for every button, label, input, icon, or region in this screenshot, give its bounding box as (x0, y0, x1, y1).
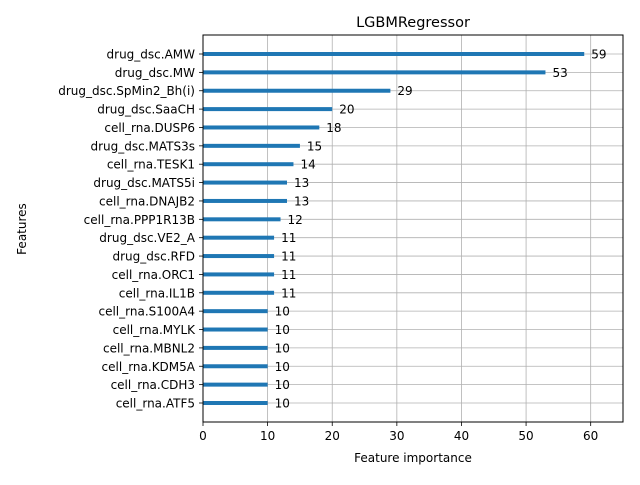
bar (203, 88, 391, 93)
bar (203, 180, 287, 185)
bar-value-label: 20 (339, 103, 354, 117)
bar-value-label: 10 (275, 323, 290, 337)
bar-value-label: 15 (307, 139, 322, 153)
y-tick-label: cell_rna.TESK1 (107, 158, 195, 172)
bar (203, 162, 294, 167)
bar (203, 70, 546, 75)
bar-value-label: 10 (275, 378, 290, 392)
chart-title: LGBMRegressor (356, 15, 470, 31)
bar (203, 198, 287, 203)
y-tick-label: cell_rna.DNAJB2 (99, 194, 195, 208)
x-tick-label: 60 (583, 429, 598, 443)
bar (203, 345, 268, 350)
y-tick-label: drug_dsc.MATS3s (90, 139, 195, 153)
y-tick-label: cell_rna.KDM5A (102, 360, 196, 374)
bar-value-label: 10 (275, 305, 290, 319)
bar-value-label: 59 (591, 48, 606, 62)
y-tick-label: cell_rna.PPP1R13B (84, 213, 195, 227)
bar-value-labels: 59 53 29 20 18 15 14 13 13 12 11 11 11 11 10 10 10 10 10 10 (275, 48, 607, 411)
y-axis-ticks: drug_dsc.AMW drug_dsc.MW drug_dsc.SpMin2_B… (58, 48, 203, 411)
y-tick-label: drug_dsc.SpMin2_Bh(i) (58, 84, 195, 98)
x-tick-label: 20 (325, 429, 340, 443)
x-tick-label: 40 (454, 429, 469, 443)
bars (203, 52, 585, 405)
bar (203, 401, 268, 405)
bar-value-label: 11 (281, 268, 296, 282)
bar-value-label: 11 (281, 286, 296, 300)
x-tick-label: 50 (518, 429, 533, 443)
bar-value-label: 13 (294, 194, 309, 208)
y-tick-label: drug_dsc.SaaCH (97, 103, 195, 117)
bar-value-label: 14 (300, 158, 315, 172)
bar (203, 364, 268, 369)
y-tick-label: drug_dsc.VE2_A (99, 231, 195, 245)
bar (203, 382, 268, 387)
y-tick-label: cell_rna.DUSP6 (104, 121, 195, 135)
x-axis-label: Feature importance (354, 451, 472, 465)
bar (203, 235, 275, 240)
bar-value-label: 53 (552, 66, 567, 80)
y-tick-label: drug_dsc.RFD (112, 250, 195, 264)
plot-frame (202, 34, 624, 423)
y-tick-label: cell_rna.IL1B (119, 286, 195, 300)
bar (203, 125, 320, 130)
bar-value-label: 10 (275, 360, 290, 374)
bar (203, 107, 333, 112)
y-tick-label: drug_dsc.AMW (107, 48, 196, 62)
y-tick-label: cell_rna.CDH3 (111, 378, 195, 392)
bar-value-label: 13 (294, 176, 309, 190)
bar (203, 254, 275, 259)
y-tick-label: cell_rna.MBNL2 (103, 341, 195, 355)
bar (203, 309, 268, 314)
y-tick-label: drug_dsc.MATS5i (93, 176, 195, 190)
y-tick-label: cell_rna.S100A4 (98, 305, 195, 319)
x-axis-ticks: 0 10 20 30 40 50 60 (199, 422, 598, 443)
y-tick-label: cell_rna.ORC1 (112, 268, 195, 282)
bar (203, 327, 268, 332)
bar (203, 290, 275, 295)
y-tick-label: cell_rna.MYLK (113, 323, 197, 337)
y-tick-label: drug_dsc.MW (115, 66, 195, 80)
bar (203, 272, 275, 277)
bar-value-label: 11 (281, 231, 296, 245)
x-tick-label: 30 (389, 429, 404, 443)
bar-value-label: 10 (275, 397, 290, 411)
x-tick-label: 10 (260, 429, 275, 443)
bar-value-label: 12 (288, 213, 303, 227)
bar-value-label: 10 (275, 341, 290, 355)
bar (203, 143, 300, 148)
bar-value-label: 29 (397, 84, 412, 98)
y-tick-label: cell_rna.ATF5 (116, 397, 195, 411)
bar (203, 217, 281, 222)
bar-value-label: 11 (281, 250, 296, 264)
y-axis-label: Features (15, 203, 29, 255)
x-tick-label: 0 (199, 429, 207, 443)
bar (203, 52, 585, 56)
bar-value-label: 18 (326, 121, 341, 135)
